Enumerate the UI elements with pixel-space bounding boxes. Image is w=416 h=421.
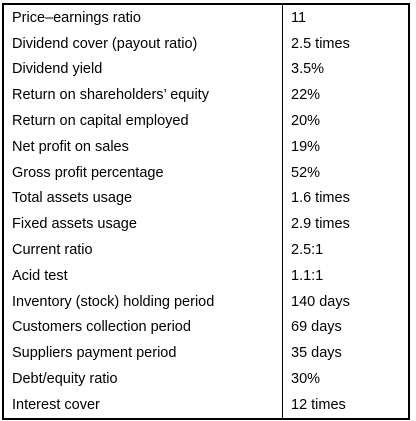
ratio-value: 2.5 times — [291, 35, 350, 52]
ratio-value: 2.9 times — [291, 216, 350, 233]
ratio-value: 140 days — [291, 293, 350, 310]
ratio-label: Return on shareholders’ equity — [3, 82, 283, 109]
ratio-label: Fixed assets usage — [3, 211, 283, 238]
table-row: Total assets usage 1.6 times — [3, 185, 409, 212]
ratio-value: 11 — [291, 9, 307, 26]
ratio-label: Current ratio — [3, 237, 283, 263]
ratio-label: Interest cover — [3, 391, 283, 419]
table-row: Dividend yield 3.5% — [3, 56, 409, 83]
ratio-value: 1.6 times — [291, 190, 350, 207]
table-row: Suppliers payment period 35 days — [3, 340, 409, 367]
ratio-value: 52% — [291, 164, 321, 181]
ratio-value: 19% — [291, 138, 321, 155]
ratio-label: Dividend cover (payout ratio) — [3, 30, 283, 57]
table-row: Acid test 1.1:1 — [3, 262, 409, 289]
ratios-table-body: Price–earnings ratio 11 Dividend cover (… — [3, 4, 409, 419]
ratio-label: Total assets usage — [3, 185, 283, 212]
ratio-value: 35 days — [291, 345, 342, 362]
ratio-label: Customers collection period — [3, 314, 283, 341]
ratio-label: Suppliers payment period — [3, 340, 283, 367]
ratios-table: Price–earnings ratio 11 Dividend cover (… — [2, 3, 410, 420]
table-row: Return on shareholders’ equity 22% — [3, 82, 409, 109]
ratio-label: Acid test — [3, 262, 283, 289]
table-row: Dividend cover (payout ratio) 2.5 times — [3, 30, 409, 57]
table-row: Current ratio 2.5:1 — [3, 237, 409, 263]
ratio-label: Return on capital employed — [3, 108, 283, 134]
ratio-value: 20% — [291, 113, 321, 130]
ratio-label: Inventory (stock) holding period — [3, 288, 283, 315]
table-row: Debt/equity ratio 30% — [3, 366, 409, 392]
table-row: Customers collection period 69 days — [3, 314, 409, 341]
ratio-label: Gross profit percentage — [3, 159, 283, 186]
table-row: Net profit on sales 19% — [3, 133, 409, 160]
ratio-label: Dividend yield — [3, 56, 283, 83]
table-row: Interest cover 12 times — [3, 391, 409, 419]
ratio-value: 22% — [291, 87, 321, 104]
ratio-value: 12 times — [291, 396, 346, 413]
ratio-value: 69 days — [291, 319, 342, 336]
table-row: Price–earnings ratio 11 — [3, 4, 409, 31]
table-row: Fixed assets usage 2.9 times — [3, 211, 409, 238]
table-row: Return on capital employed 20% — [3, 108, 409, 134]
ratio-label: Debt/equity ratio — [3, 366, 283, 392]
table-row: Gross profit percentage 52% — [3, 159, 409, 186]
ratio-label: Price–earnings ratio — [3, 4, 283, 31]
ratio-value: 1.1:1 — [291, 267, 324, 284]
ratio-value: 30% — [291, 371, 321, 388]
table-row: Inventory (stock) holding period 140 day… — [3, 288, 409, 315]
ratio-value: 2.5:1 — [291, 242, 324, 259]
ratio-value: 3.5% — [291, 61, 325, 78]
ratio-label: Net profit on sales — [3, 133, 283, 160]
